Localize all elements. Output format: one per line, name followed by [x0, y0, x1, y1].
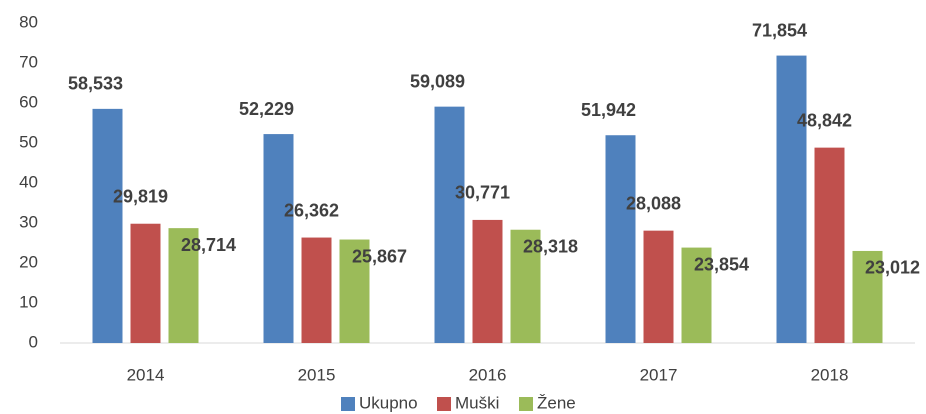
y-tick-label: 20: [19, 252, 38, 271]
value-label: 25,867: [352, 246, 407, 266]
bar: [852, 250, 883, 343]
y-tick-label: 0: [29, 332, 38, 351]
x-tick-label: 2014: [127, 365, 165, 384]
value-label: 30,771: [455, 183, 510, 203]
value-label: 23,012: [865, 258, 920, 278]
bar: [776, 55, 807, 344]
legend-swatch: [341, 397, 355, 411]
bar: [301, 237, 332, 343]
bar: [130, 223, 161, 343]
bar: [339, 239, 370, 343]
value-label: 51,942: [581, 100, 636, 120]
legend-swatch: [437, 397, 451, 411]
bar: [510, 229, 541, 343]
value-label: 28,318: [523, 236, 578, 256]
y-tick-label: 30: [19, 212, 38, 231]
bar: [814, 147, 845, 343]
value-label: 48,842: [797, 110, 852, 130]
legend-label: Ukupno: [359, 393, 418, 412]
y-tick-label: 80: [19, 12, 38, 31]
value-label: 59,089: [410, 71, 465, 91]
value-label: 71,854: [752, 20, 807, 40]
bar: [643, 230, 674, 343]
y-tick-label: 50: [19, 132, 38, 151]
value-label: 29,819: [113, 186, 168, 206]
legend-label: Muški: [455, 393, 499, 412]
bar: [472, 219, 503, 343]
bar: [92, 108, 123, 343]
bar: [605, 135, 636, 343]
value-label: 23,854: [694, 254, 749, 274]
bar: [168, 228, 199, 343]
value-label: 52,229: [239, 99, 294, 119]
value-label: 58,533: [68, 74, 123, 94]
y-tick-label: 10: [19, 292, 38, 311]
y-tick-label: 40: [19, 172, 38, 191]
x-tick-label: 2015: [298, 365, 336, 384]
value-label: 26,362: [284, 200, 339, 220]
y-tick-label: 60: [19, 92, 38, 111]
x-tick-label: 2016: [469, 365, 507, 384]
value-label: 28,714: [181, 235, 236, 255]
value-label: 28,088: [626, 193, 681, 213]
x-tick-label: 2017: [640, 365, 678, 384]
y-tick-label: 70: [19, 52, 38, 71]
legend-swatch: [519, 397, 533, 411]
legend-label: Žene: [537, 393, 576, 412]
x-tick-label: 2018: [811, 365, 849, 384]
bar: [263, 134, 294, 343]
bar: [681, 247, 712, 343]
bar: [434, 106, 465, 343]
